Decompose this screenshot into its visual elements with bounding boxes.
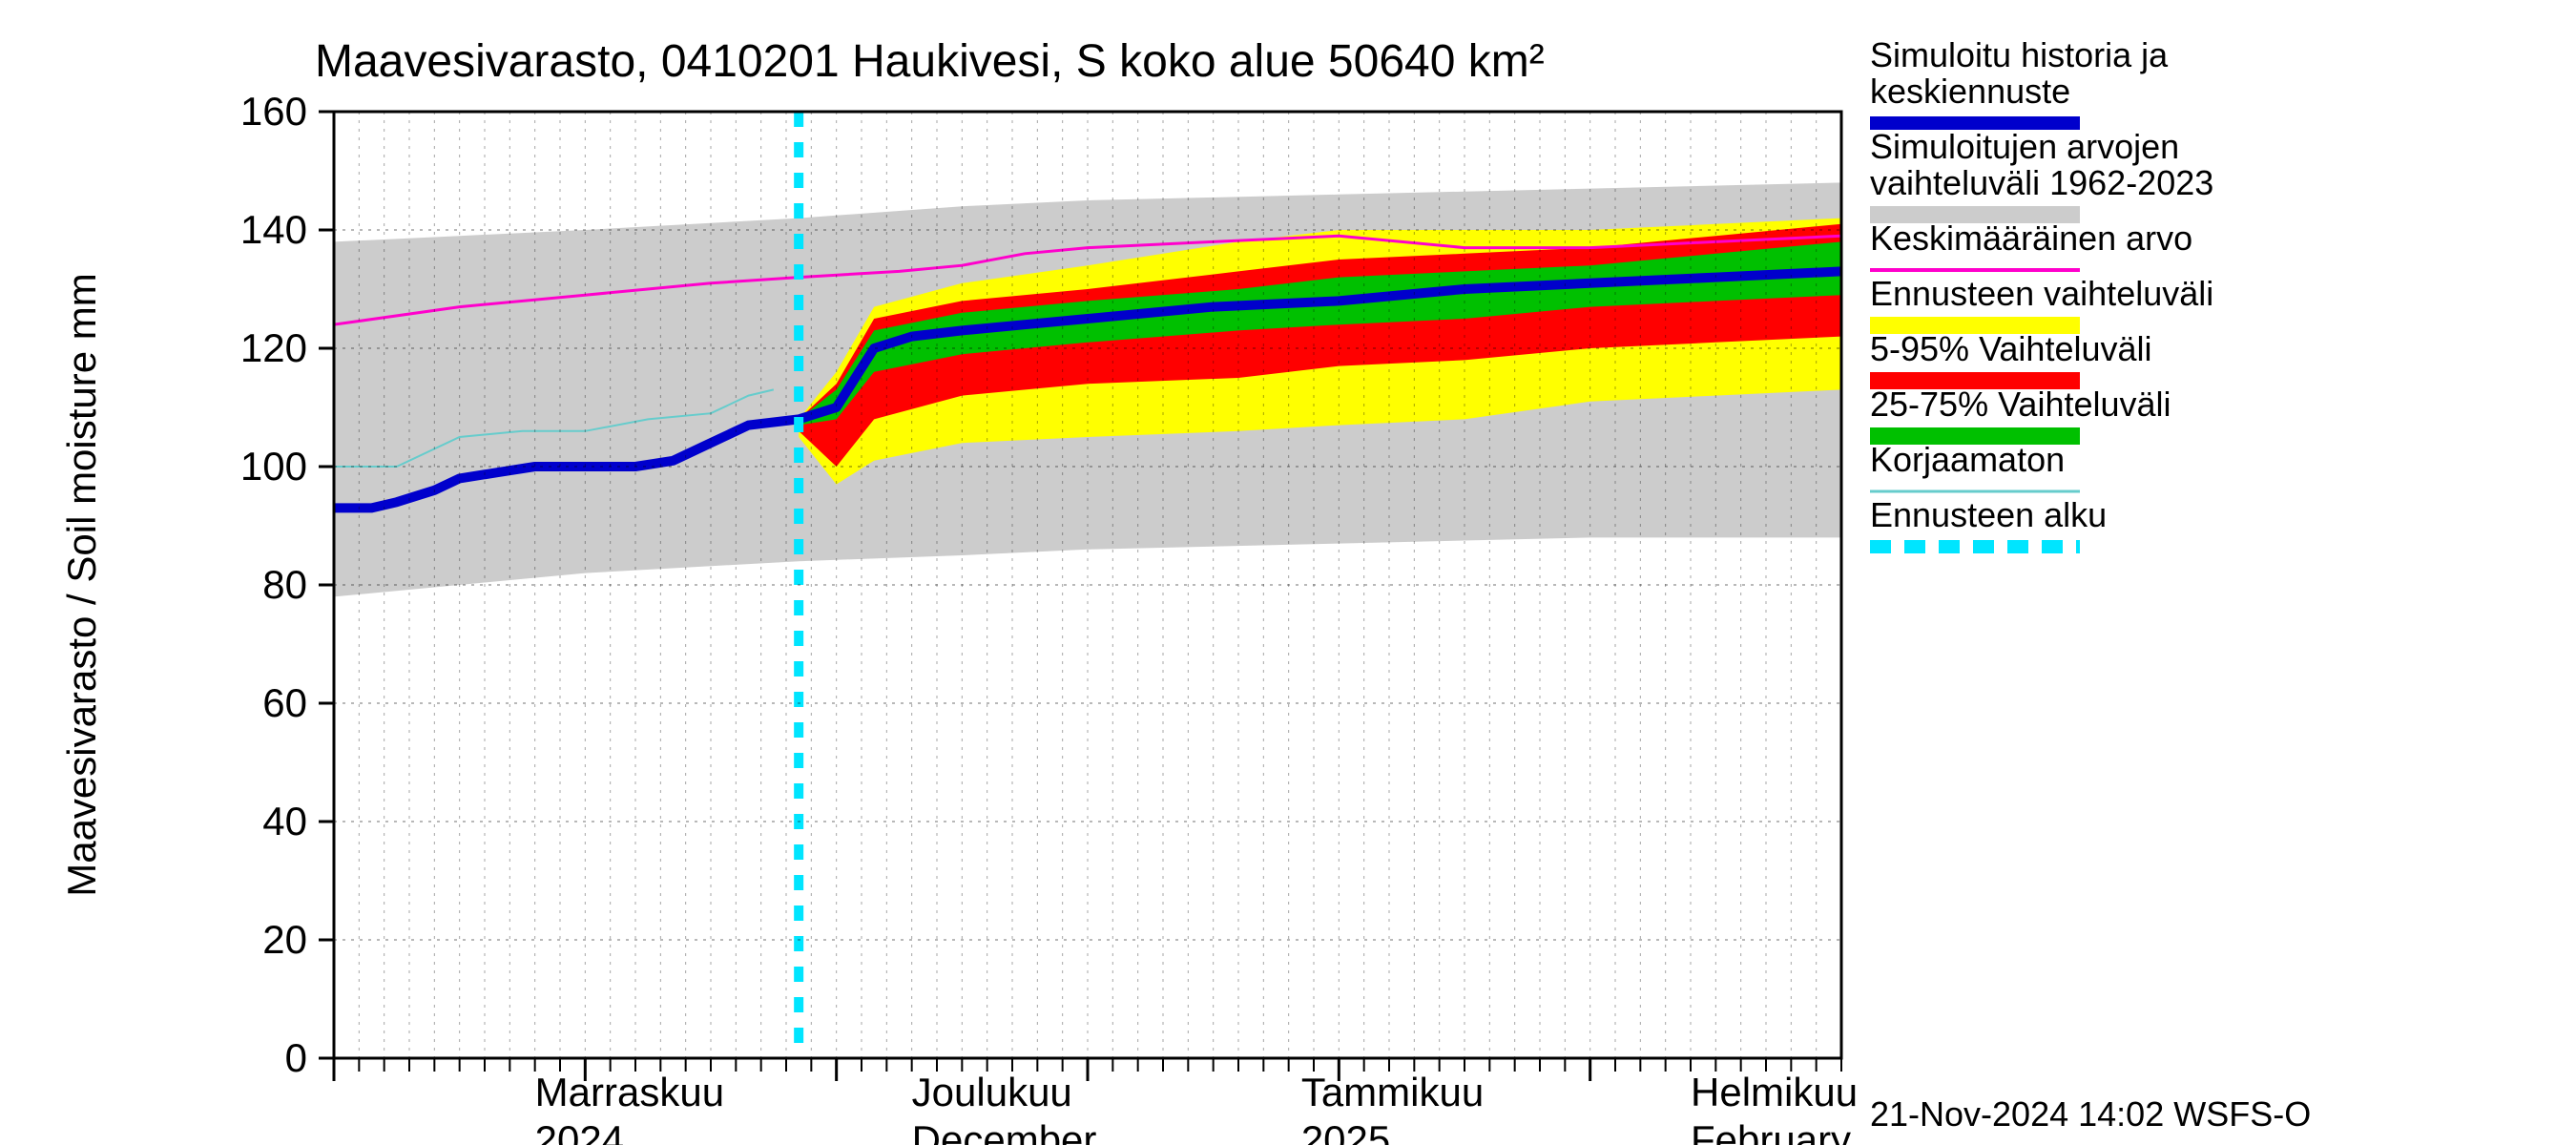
x-month-sublabel: February bbox=[1691, 1117, 1851, 1145]
legend-label: Korjaamaton bbox=[1870, 440, 2065, 479]
chart-container: Maavesivarasto, 0410201 Haukivesi, S kok… bbox=[0, 0, 2576, 1145]
y-tick-label: 140 bbox=[240, 207, 307, 252]
y-tick-label: 60 bbox=[262, 680, 307, 725]
legend-label: keskiennuste bbox=[1870, 72, 2070, 111]
legend-label: Simuloitujen arvojen bbox=[1870, 127, 2179, 166]
y-tick-label: 160 bbox=[240, 89, 307, 134]
x-month-label: Marraskuu bbox=[535, 1070, 724, 1114]
y-tick-label: 100 bbox=[240, 444, 307, 489]
x-month-label: Tammikuu bbox=[1301, 1070, 1484, 1114]
y-tick-label: 80 bbox=[262, 562, 307, 607]
y-axis-label: Maavesivarasto / Soil moisture mm bbox=[59, 273, 104, 897]
credit-text: 21-Nov-2024 14:02 WSFS-O bbox=[1870, 1094, 2311, 1134]
legend-label: Simuloitu historia ja bbox=[1870, 35, 2169, 74]
x-month-label: Joulukuu bbox=[912, 1070, 1072, 1114]
legend-label: Ennusteen alku bbox=[1870, 495, 2107, 534]
y-tick-label: 120 bbox=[240, 325, 307, 370]
legend-label: 5-95% Vaihteluväli bbox=[1870, 329, 2152, 368]
x-month-sublabel: December bbox=[912, 1117, 1097, 1145]
x-month-sublabel: 2024 bbox=[535, 1117, 624, 1145]
y-tick-label: 40 bbox=[262, 799, 307, 843]
soil-moisture-chart: Maavesivarasto, 0410201 Haukivesi, S kok… bbox=[0, 0, 2576, 1145]
x-month-label: Helmikuu bbox=[1691, 1070, 1858, 1114]
legend-label: vaihteluväli 1962-2023 bbox=[1870, 163, 2213, 202]
x-month-sublabel: 2025 bbox=[1301, 1117, 1390, 1145]
legend-label: Ennusteen vaihteluväli bbox=[1870, 274, 2213, 313]
legend-label: Keskimääräinen arvo bbox=[1870, 219, 2192, 258]
chart-title: Maavesivarasto, 0410201 Haukivesi, S kok… bbox=[315, 36, 1545, 87]
legend-label: 25-75% Vaihteluväli bbox=[1870, 385, 2171, 424]
y-tick-label: 20 bbox=[262, 917, 307, 962]
y-tick-label: 0 bbox=[285, 1035, 307, 1080]
